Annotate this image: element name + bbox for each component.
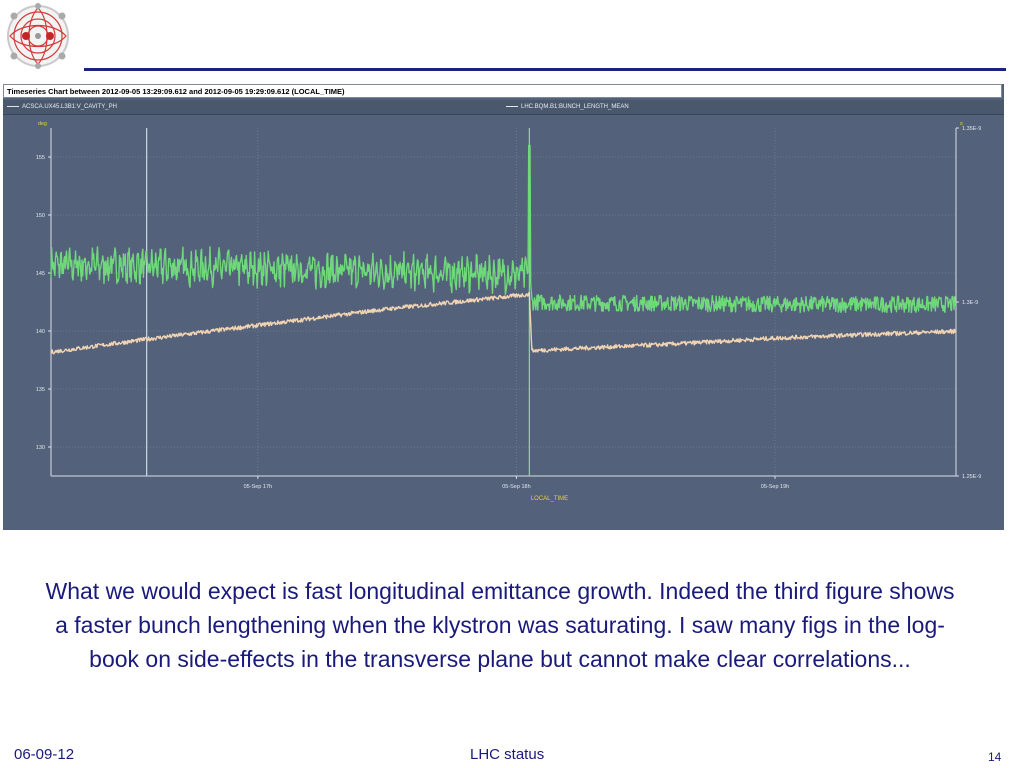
y-unit-left: deg (38, 121, 47, 127)
series-line-bunch-length (50, 291, 957, 355)
y-tick-label-left: 140 (36, 329, 45, 335)
y-tick-label-right: 1.35E-9 (962, 126, 981, 132)
legend-label-bunch-length: LHC.BQM.B1:BUNCH_LENGTH_MEAN (521, 104, 629, 110)
legend-label-cavity-phase: ACSCA.UX45.L3B1:V_CAVITY_PH (22, 104, 117, 110)
x-axis-label: LOCAL_TIME (531, 496, 568, 502)
slide-caption: What we would expect is fast longitudina… (45, 578, 955, 672)
footer-date: 06-09-12 (14, 746, 75, 763)
y-tick-label-right: 1.25E-9 (962, 474, 981, 480)
y-tick-label-left: 150 (36, 213, 45, 219)
y-tick-label-right: 1.3E-9 (962, 300, 978, 306)
chart-plot-area: 130 135 140 145 150 155 deg 1.25E-9 1.3E-9 1.35E-… (36, 121, 981, 502)
series-line-cavity-phase (50, 144, 957, 314)
legend-entry-cavity-phase: ACSCA.UX45.L3B1:V_CAVITY_PH (7, 100, 117, 114)
page-number: 14 (988, 750, 1002, 764)
x-tick-label: 05-Sep 17h (244, 484, 272, 490)
y-tick-label-left: 130 (36, 445, 45, 451)
chart-title: Timeseries Chart between 2012-09-05 13:2… (3, 84, 1002, 98)
legend-entry-bunch-length: LHC.BQM.B1:BUNCH_LENGTH_MEAN (506, 100, 629, 114)
accelerator-logo (7, 3, 69, 69)
footer-title: LHC status (470, 746, 545, 763)
timeseries-chart: Timeseries Chart between 2012-09-05 13:2… (3, 84, 1004, 530)
x-tick-label: 05-Sep 18h (502, 484, 530, 490)
y-tick-label-left: 155 (36, 155, 45, 161)
legend-line-icon (7, 105, 19, 107)
y-unit-right: s (960, 121, 963, 127)
y-tick-label-left: 135 (36, 387, 45, 393)
x-tick-label: 05-Sep 19h (761, 484, 789, 490)
y-tick-label-left: 145 (36, 271, 45, 277)
header-rule (84, 68, 1006, 71)
legend-line-icon (506, 105, 518, 107)
chart-legend: ACSCA.UX45.L3B1:V_CAVITY_PH LHC.BQM.B1:B… (3, 100, 1004, 115)
